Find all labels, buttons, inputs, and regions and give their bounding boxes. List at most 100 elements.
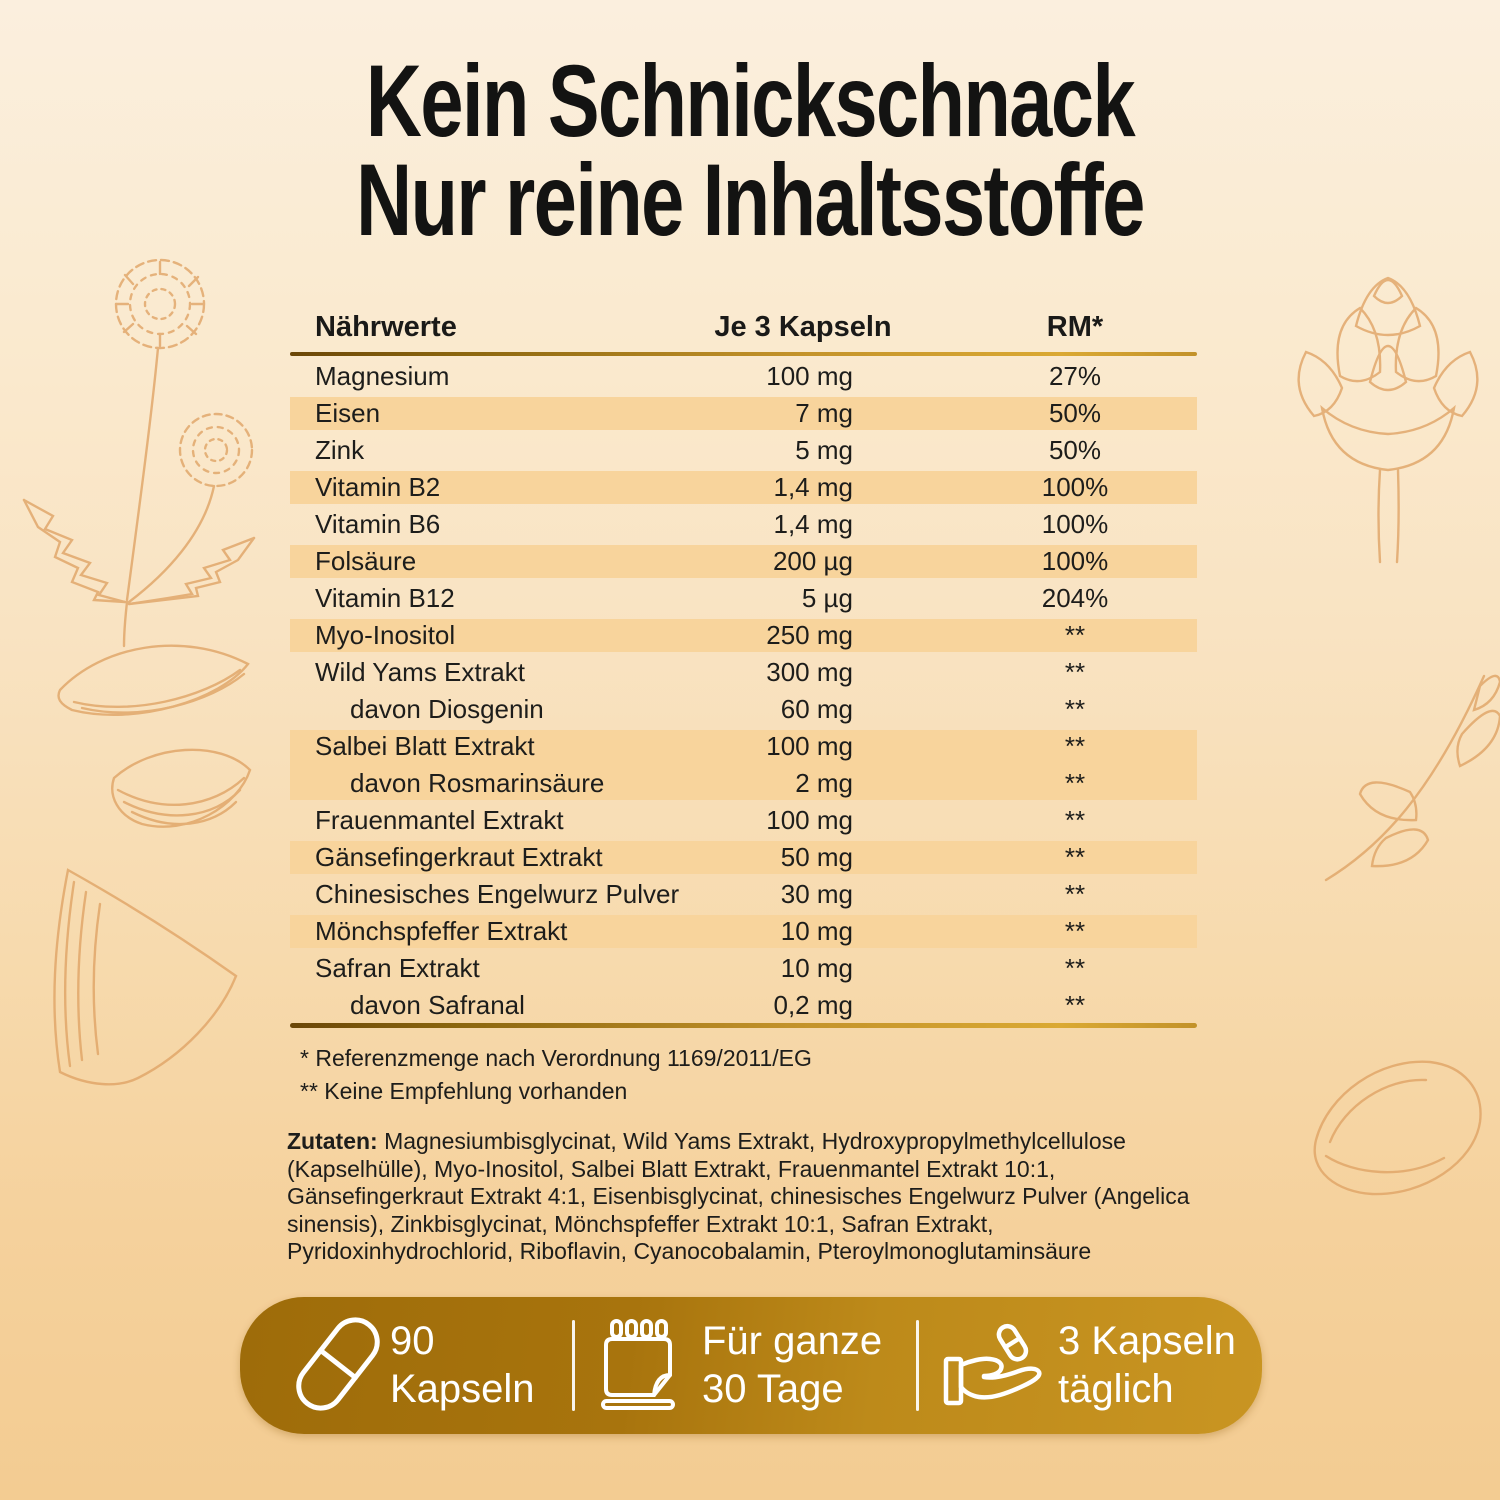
nutrient-amount: 60 mg [780, 694, 853, 724]
dandelion-illustration [8, 242, 268, 662]
gold-divider-top [290, 352, 1197, 356]
nutrient-amount: 0,2 mg [773, 990, 854, 1020]
banner-count-line-1: 90 [390, 1319, 435, 1363]
table-row: Vitamin B6 1,4 mg 100% [290, 506, 1197, 543]
nutrient-name: Salbei Blatt Extrakt [315, 731, 535, 761]
nutrient-rm: 50% [1048, 435, 1102, 465]
almond-illustration [1294, 1032, 1494, 1220]
calendar-icon [600, 1319, 676, 1411]
table-row: davon Rosmarinsäure 2 mg ** [290, 765, 1197, 802]
banner-dosage-line-1: 3 Kapseln [1058, 1319, 1236, 1363]
nutrient-rm: ** [1064, 842, 1086, 872]
nutrient-rm: 27% [1048, 361, 1102, 391]
nutrient-name: davon Rosmarinsäure [350, 768, 605, 798]
nutrient-amount: 200 µg [772, 546, 853, 576]
table-row: Salbei Blatt Extrakt 100 mg ** [290, 728, 1197, 765]
nutrient-rm: ** [1064, 879, 1086, 909]
table-row: Frauenmantel Extrakt 100 mg ** [290, 802, 1197, 839]
table-row: davon Safranal 0,2 mg ** [290, 987, 1197, 1024]
banner-separator-2 [916, 1320, 919, 1411]
nutrient-rm: ** [1064, 990, 1086, 1020]
nutrient-name: Frauenmantel Extrakt [315, 805, 564, 835]
nutrient-name: Vitamin B6 [315, 509, 441, 539]
nutrient-name: Safran Extrakt [315, 953, 480, 983]
table-row: Zink 5 mg 50% [290, 432, 1197, 469]
banner-duration-line-2: 30 Tage [702, 1367, 844, 1411]
nutrient-rm: 204% [1041, 583, 1109, 613]
table-row: Folsäure 200 µg 100% [290, 543, 1197, 580]
gold-divider-bottom [290, 1023, 1197, 1028]
nutrient-rm: ** [1064, 731, 1086, 761]
nutrient-amount: 10 mg [780, 953, 853, 983]
table-row: Vitamin B2 1,4 mg 100% [290, 469, 1197, 506]
usage-banner: 90 Kapseln Für ganze 30 Tage [240, 1297, 1262, 1434]
nutrient-amount: 2 mg [795, 768, 853, 798]
nutrient-rm: 100% [1041, 509, 1109, 539]
nutrient-amount: 5 µg [801, 583, 853, 613]
nutrient-rm: ** [1064, 953, 1086, 983]
nutrient-name: Zink [315, 435, 365, 465]
table-row: Wild Yams Extrakt 300 mg ** [290, 654, 1197, 691]
ingredients-paragraph: Zutaten: Magnesiumbisglycinat, Wild Yams… [287, 1128, 1225, 1266]
nutrient-rm: 100% [1041, 472, 1109, 502]
nutrient-name: Vitamin B12 [315, 583, 455, 613]
nutrient-name: Folsäure [315, 546, 417, 576]
table-row: Myo-Inositol 250 mg ** [290, 617, 1197, 654]
nutrient-rm: ** [1064, 694, 1086, 724]
footnotes: * Referenzmenge nach Verordnung 1169/201… [300, 1042, 812, 1108]
table-row: Magnesium 100 mg 27% [290, 358, 1197, 395]
header-je-3-kapseln: Je 3 Kapseln [714, 310, 892, 343]
nutrient-amount: 100 mg [766, 805, 853, 835]
table-row: Chinesisches Engelwurz Pulver 30 mg ** [290, 876, 1197, 913]
banner-duration-line-1: Für ganze [702, 1319, 883, 1363]
title-line-1: Kein Schnickschnack [365, 44, 1136, 158]
page-title: Kein Schnickschnack Nur reine Inhaltssto… [180, 44, 1320, 257]
nutrient-name: Mönchspfeffer Extrakt [315, 916, 568, 946]
footnote-reference: * Referenzmenge nach Verordnung 1169/201… [300, 1045, 812, 1071]
nutrient-amount: 5 mg [795, 435, 853, 465]
nutrient-rm: ** [1064, 657, 1086, 687]
banner-item-duration: Für ganze 30 Tage [702, 1317, 882, 1413]
seed-pods-illustration [52, 628, 258, 856]
nutrient-name: Eisen [315, 398, 381, 428]
nutrient-rm: ** [1064, 620, 1086, 650]
nutrition-table-body: Magnesium 100 mg 27% Eisen 7 mg 50% Zink… [290, 358, 1197, 1024]
nutrient-rm: 100% [1041, 546, 1109, 576]
banner-count-line-2: Kapseln [390, 1367, 535, 1411]
banner-dosage-line-2: täglich [1058, 1367, 1174, 1411]
table-row: Gänsefingerkraut Extrakt 50 mg ** [290, 839, 1197, 876]
table-row: Vitamin B12 5 µg 204% [290, 580, 1197, 617]
table-row: Mönchspfeffer Extrakt 10 mg ** [290, 913, 1197, 950]
nutrient-amount: 10 mg [780, 916, 853, 946]
nutrient-amount: 30 mg [780, 879, 853, 909]
banner-item-dosage: 3 Kapseln täglich [1058, 1317, 1236, 1413]
ingredients-text: Magnesiumbisglycinat, Wild Yams Extrakt,… [287, 1128, 1190, 1265]
nutrient-rm: ** [1064, 805, 1086, 835]
ingredients-label: Zutaten: [287, 1128, 378, 1154]
nutrient-name: Myo-Inositol [315, 620, 456, 650]
nutrient-amount: 7 mg [795, 398, 853, 428]
nutrient-rm: ** [1064, 768, 1086, 798]
banner-item-count: 90 Kapseln [390, 1317, 535, 1413]
nutrient-amount: 100 mg [766, 361, 853, 391]
nutrition-table-header: Nährwerte Je 3 Kapseln RM* [290, 304, 1197, 350]
nutrient-amount: 250 mg [766, 620, 853, 650]
nutrient-amount: 1,4 mg [773, 472, 854, 502]
table-row: Eisen 7 mg 50% [290, 395, 1197, 432]
nutrient-amount: 1,4 mg [773, 509, 854, 539]
header-rm: RM* [1046, 310, 1104, 343]
banner-separator-1 [572, 1320, 575, 1411]
nutrient-amount: 50 mg [780, 842, 853, 872]
nutrient-rm: 50% [1048, 398, 1102, 428]
footnote-no-recommendation: ** Keine Empfehlung vorhanden [300, 1078, 628, 1104]
nutrient-name: davon Diosgenin [350, 694, 544, 724]
nutrient-amount: 100 mg [766, 731, 853, 761]
nutrient-name: Chinesisches Engelwurz Pulver [315, 879, 680, 909]
nutrient-name: davon Safranal [350, 990, 525, 1020]
header-naehrwerte: Nährwerte [315, 310, 457, 343]
table-row: davon Diosgenin 60 mg ** [290, 691, 1197, 728]
title-line-2: Nur reine Inhaltsstoffe [356, 143, 1145, 257]
nutrient-name: Vitamin B2 [315, 472, 441, 502]
nutrient-name: Magnesium [315, 361, 450, 391]
